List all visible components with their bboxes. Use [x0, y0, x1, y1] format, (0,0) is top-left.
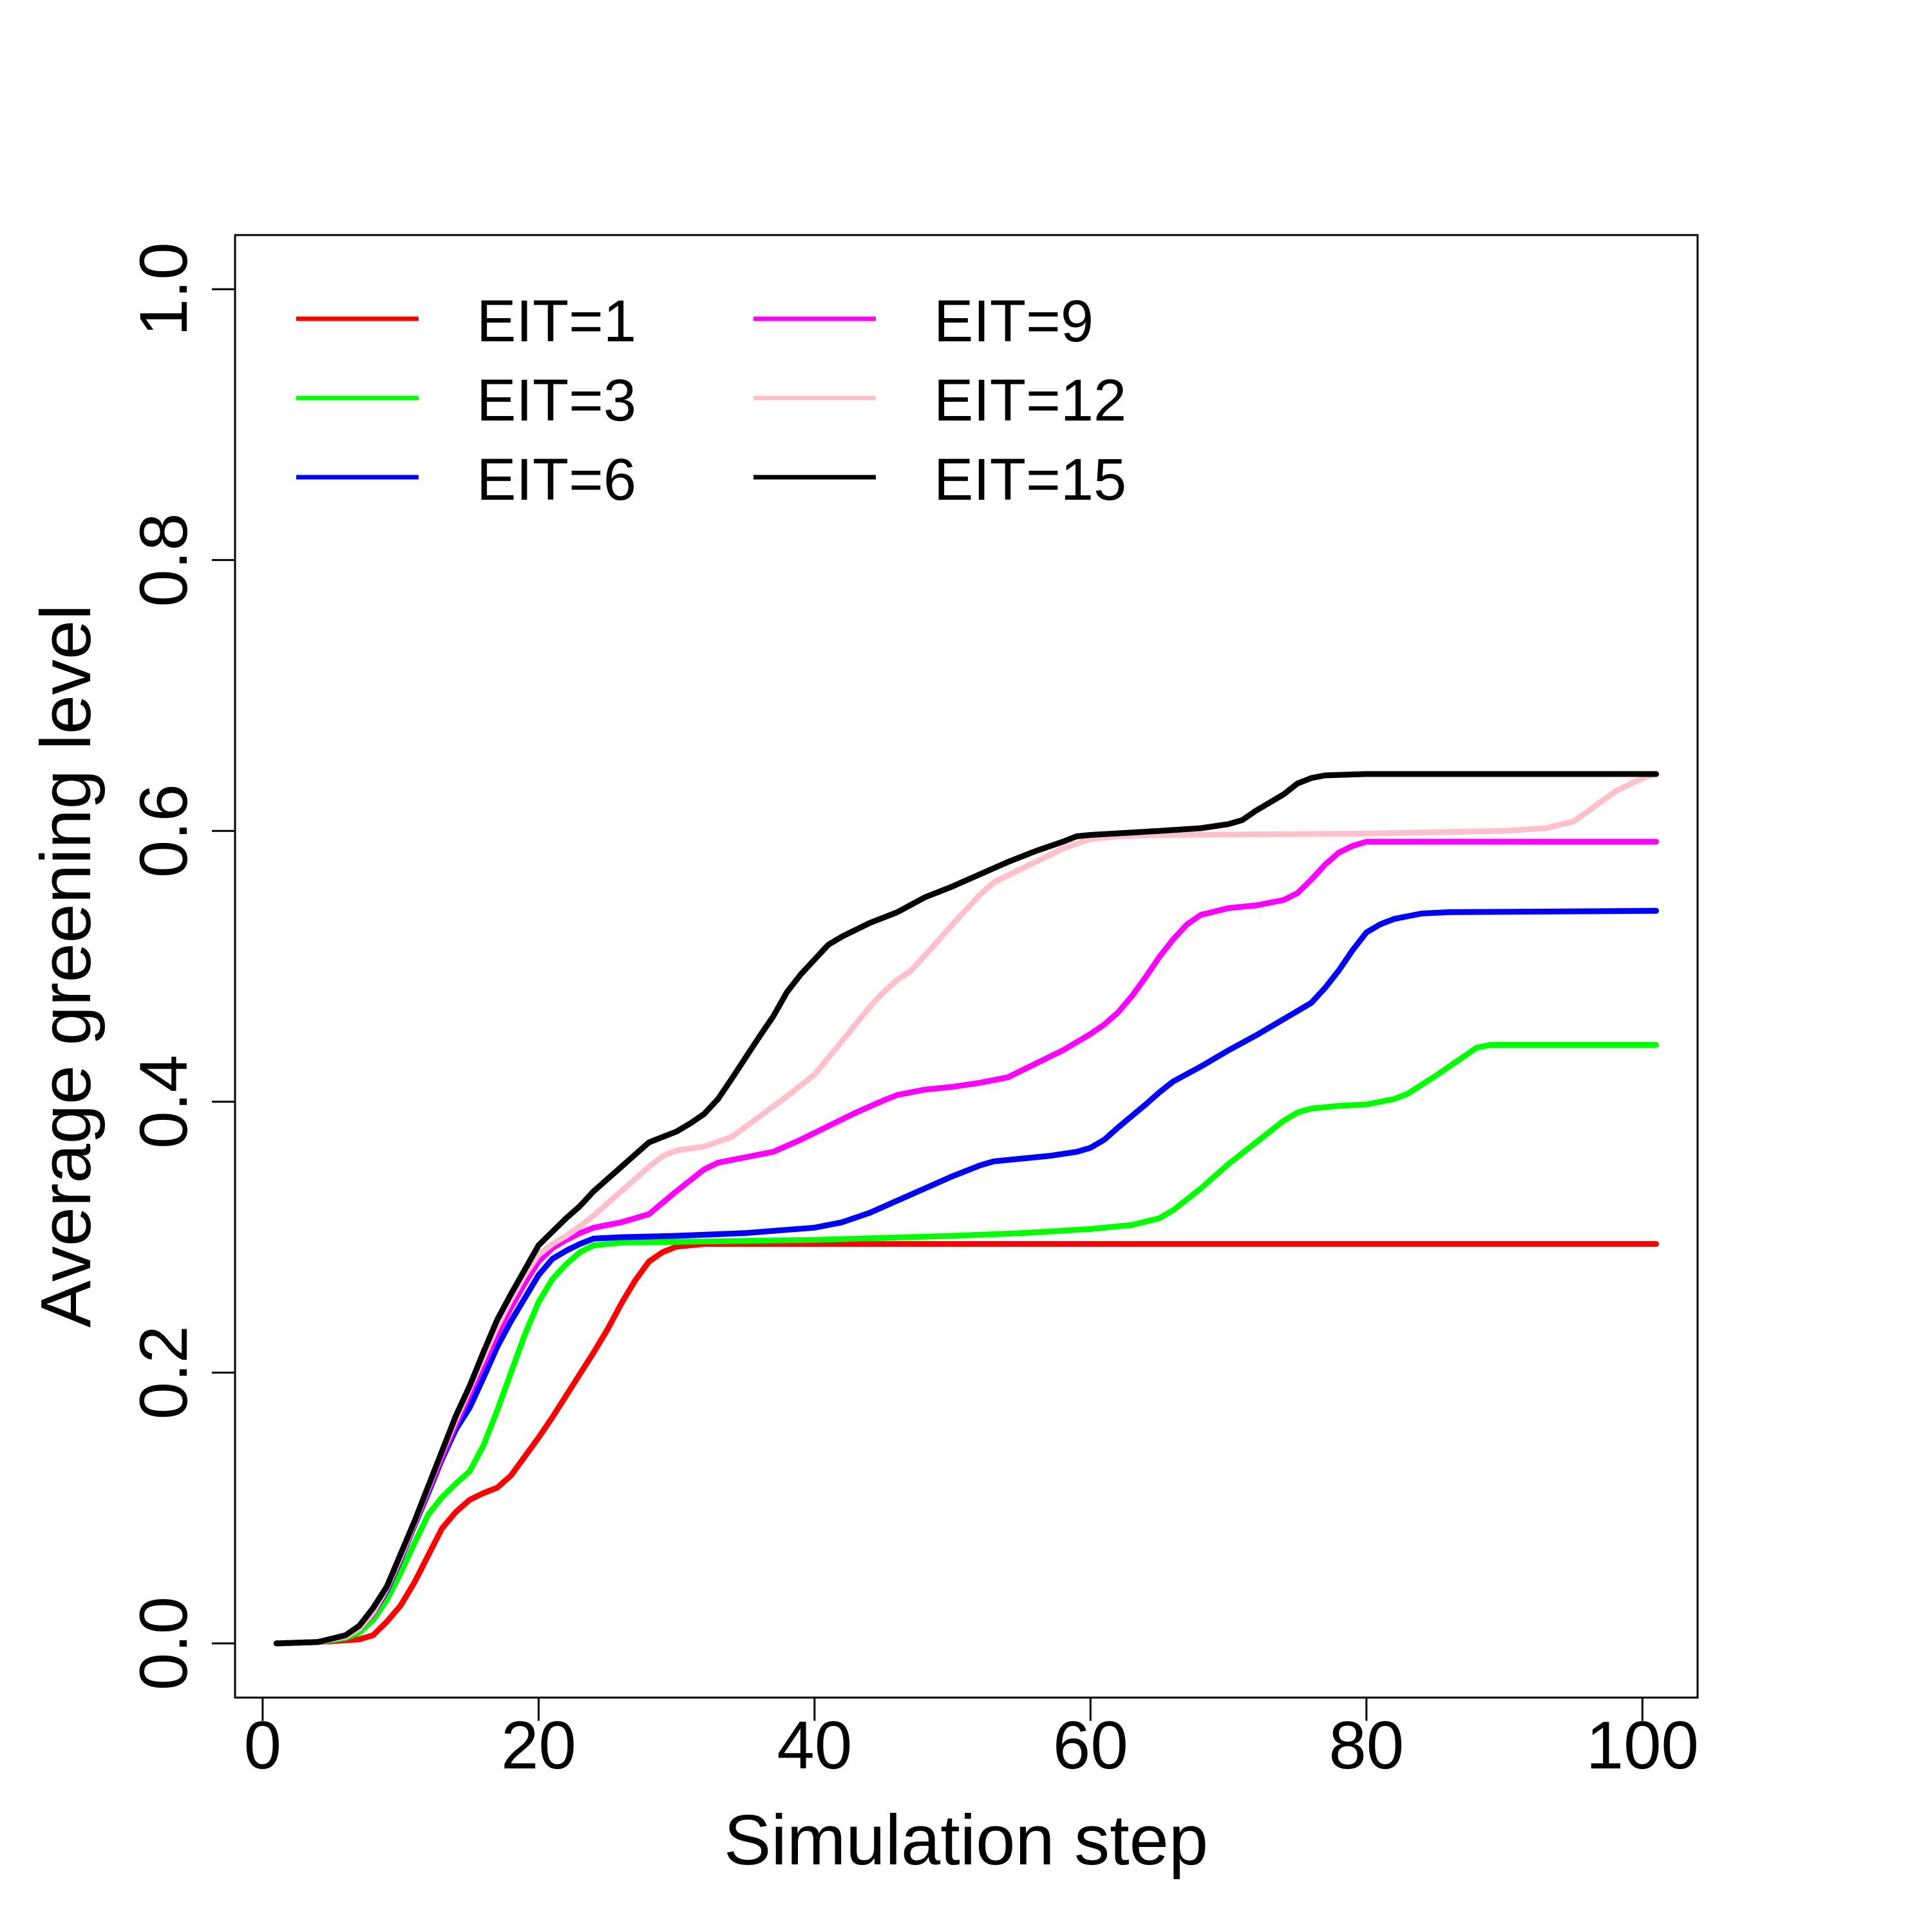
y-tick-label: 1.0 [126, 242, 202, 336]
x-axis-label: Simulation step [724, 1801, 1208, 1880]
legend-label: EIT=9 [934, 289, 1094, 354]
y-tick-label: 0.2 [126, 1325, 202, 1419]
series-line-eit-1 [273, 1241, 1660, 1647]
legend: EIT=1 EIT=3 EIT=6 EIT=9 EIT=12 EIT=15 [296, 289, 1126, 513]
x-tick-label: 40 [777, 1708, 852, 1783]
x-tick-label: 0 [244, 1708, 281, 1783]
legend-label: EIT=15 [934, 447, 1126, 513]
x-tick-label: 60 [1053, 1708, 1128, 1783]
y-axis: 0.0 0.2 0.4 0.6 0.8 1.0 [126, 242, 236, 1690]
x-axis: 0 20 40 60 80 100 [244, 1696, 1699, 1783]
y-tick-label: 0.6 [126, 784, 202, 878]
y-axis-label: Average greening level [26, 604, 106, 1327]
legend-label: EIT=3 [477, 368, 636, 433]
legend-label: EIT=12 [934, 368, 1126, 433]
y-tick-label: 0.8 [126, 513, 202, 607]
series-line-eit-15 [273, 771, 1660, 1647]
y-tick-label: 0.0 [126, 1596, 202, 1690]
series-line-eit-3 [273, 1042, 1660, 1647]
y-tick-label: 0.4 [126, 1055, 202, 1149]
x-tick-label: 80 [1329, 1708, 1404, 1783]
legend-label: EIT=6 [477, 447, 636, 513]
legend-label: EIT=1 [477, 289, 636, 354]
x-tick-label: 20 [501, 1708, 576, 1783]
x-tick-label: 100 [1586, 1708, 1699, 1783]
series-layer [273, 771, 1660, 1647]
